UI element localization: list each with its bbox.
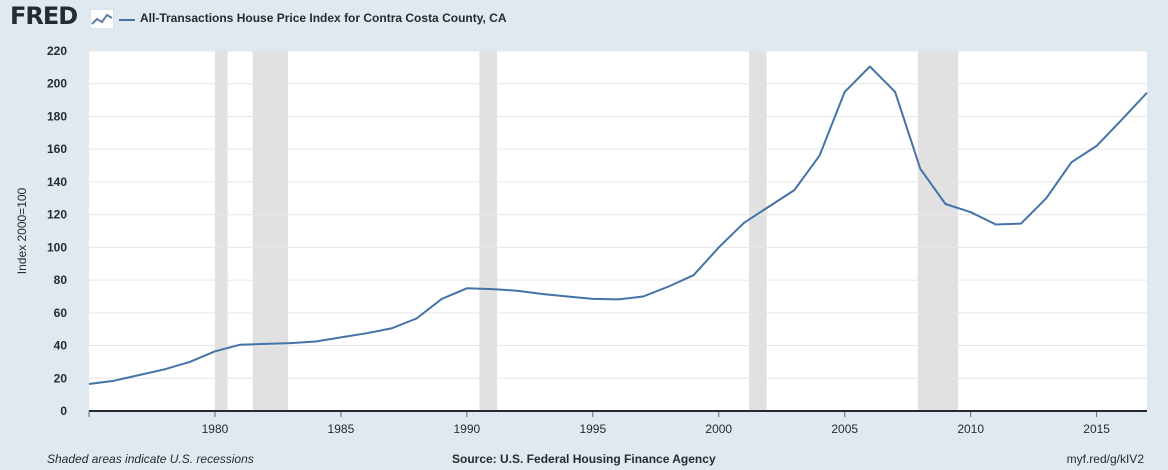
recession-band — [479, 51, 498, 411]
y-tick-label: 120 — [47, 208, 67, 222]
y-tick-label: 200 — [47, 77, 67, 91]
series-line — [88, 65, 1148, 385]
x-tick-label: 1995 — [579, 422, 606, 436]
y-tick-label: 60 — [54, 306, 68, 320]
y-tick-label: 180 — [47, 109, 67, 123]
x-tick-label: 2005 — [831, 422, 858, 436]
x-tick-label: 1990 — [454, 422, 481, 436]
y-tick-label: 100 — [47, 240, 67, 254]
series-layer — [88, 65, 1148, 385]
grid-lines — [89, 50, 1147, 379]
plot-area — [89, 51, 1147, 411]
x-tick-label: 1980 — [202, 422, 229, 436]
recession-band — [252, 51, 289, 411]
x-tick-label: 1985 — [328, 422, 355, 436]
axes: 0 20 40 60 80 100 120 140 160 180 200 220 1980 1985 19… — [47, 44, 1147, 436]
recession-note: Shaded areas indicate U.S. recessions — [47, 452, 254, 466]
y-tick-label: 40 — [54, 339, 68, 353]
y-tick-label: 220 — [47, 44, 67, 58]
y-tick-label: 80 — [54, 273, 68, 287]
y-tick-label: 20 — [54, 371, 68, 385]
recession-band — [214, 51, 228, 411]
x-tick-label: 2015 — [1083, 422, 1110, 436]
legend-label: All-Transactions House Price Index for C… — [140, 11, 507, 25]
chart-line-icon — [90, 9, 114, 29]
x-tick-label: 2000 — [705, 422, 732, 436]
y-tick-label: 140 — [47, 175, 67, 189]
recession-bands — [214, 51, 959, 411]
x-tick-label: 2010 — [957, 422, 984, 436]
fred-logo[interactable]: FRED — [10, 2, 78, 30]
source-text: Source: U.S. Federal Housing Finance Age… — [452, 452, 716, 466]
y-tick-label: 160 — [47, 142, 67, 156]
recession-band — [748, 51, 767, 411]
y-axis-label: Index 2000=100 — [15, 187, 29, 274]
short-link[interactable]: myf.red/g/kIV2 — [1066, 452, 1144, 466]
y-tick-label: 0 — [60, 404, 67, 418]
legend-swatch — [119, 19, 135, 21]
recession-band — [917, 51, 959, 411]
chart-header: FRED All-Transactions House Price Index … — [0, 0, 1168, 42]
